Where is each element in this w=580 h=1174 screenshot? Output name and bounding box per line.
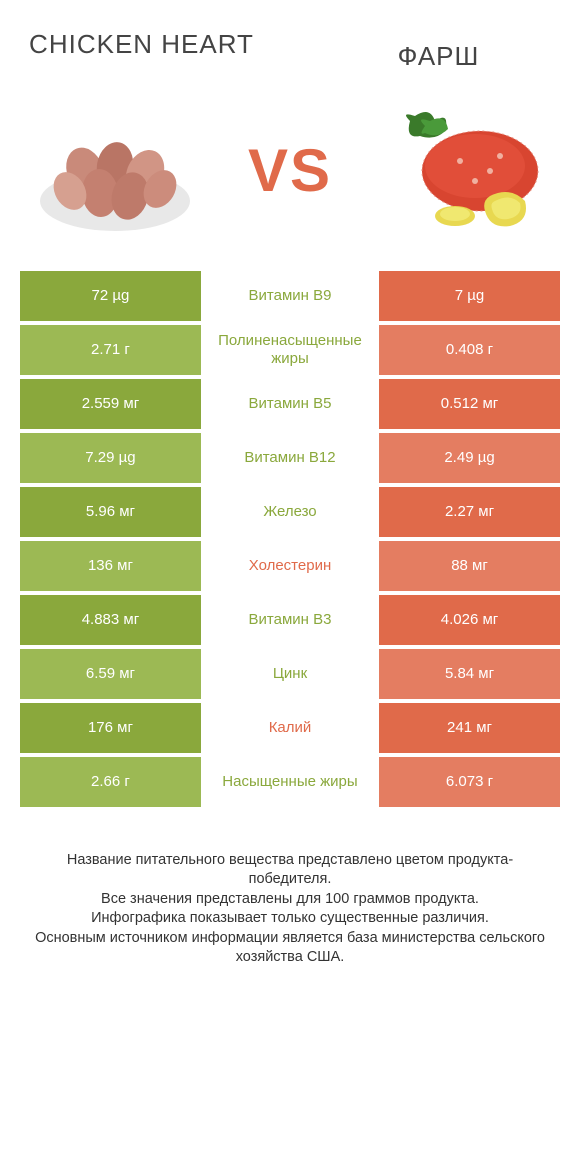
value-right: 5.84 мг: [379, 649, 560, 699]
comparison-table: 72 µgВитамин B97 µg2.71 гПолиненасыщенны…: [20, 271, 560, 811]
table-row: 5.96 мгЖелезо2.27 мг: [20, 487, 560, 541]
nutrient-label: Насыщенные жиры: [201, 757, 379, 807]
nutrient-label: Цинк: [201, 649, 379, 699]
nutrient-label: Витамин B5: [201, 379, 379, 429]
footer-text: Название питательного вещества представл…: [20, 851, 560, 968]
value-left: 72 µg: [20, 271, 201, 321]
nutrient-label: Железо: [201, 487, 379, 537]
value-right: 0.408 г: [379, 325, 560, 375]
nutrient-label: Калий: [201, 703, 379, 753]
value-left: 2.66 г: [20, 757, 201, 807]
table-row: 2.559 мгВитамин B50.512 мг: [20, 379, 560, 433]
value-right: 6.073 г: [379, 757, 560, 807]
value-left: 136 мг: [20, 541, 201, 591]
value-left: 2.559 мг: [20, 379, 201, 429]
value-right: 2.27 мг: [379, 487, 560, 537]
table-row: 176 мгКалий241 мг: [20, 703, 560, 757]
vs-row: VS: [20, 101, 560, 241]
table-row: 2.66 гНасыщенные жиры6.073 г: [20, 757, 560, 811]
nutrient-label: Витамин B3: [201, 595, 379, 645]
table-row: 2.71 гПолиненасыщенные жиры0.408 г: [20, 325, 560, 379]
nutrient-label: Витамин B12: [201, 433, 379, 483]
value-left: 6.59 мг: [20, 649, 201, 699]
value-left: 176 мг: [20, 703, 201, 753]
vs-label: VS: [248, 136, 332, 205]
title-right: ФАРШ: [317, 30, 560, 71]
nutrient-label: Холестерин: [201, 541, 379, 591]
value-left: 2.71 г: [20, 325, 201, 375]
value-left: 7.29 µg: [20, 433, 201, 483]
value-left: 5.96 мг: [20, 487, 201, 537]
titles-row: CHICKEN HEART ФАРШ: [20, 30, 560, 71]
value-right: 4.026 мг: [379, 595, 560, 645]
value-right: 0.512 мг: [379, 379, 560, 429]
table-row: 72 µgВитамин B97 µg: [20, 271, 560, 325]
value-right: 88 мг: [379, 541, 560, 591]
food-image-right: [380, 101, 550, 241]
nutrient-label: Полиненасыщенные жиры: [201, 325, 379, 375]
title-left: CHICKEN HEART: [20, 30, 263, 59]
value-left: 4.883 мг: [20, 595, 201, 645]
nutrient-label: Витамин B9: [201, 271, 379, 321]
table-row: 6.59 мгЦинк5.84 мг: [20, 649, 560, 703]
food-image-left: [30, 101, 200, 241]
table-row: 4.883 мгВитамин B34.026 мг: [20, 595, 560, 649]
value-right: 241 мг: [379, 703, 560, 753]
value-right: 7 µg: [379, 271, 560, 321]
table-row: 136 мгХолестерин88 мг: [20, 541, 560, 595]
table-row: 7.29 µgВитамин B122.49 µg: [20, 433, 560, 487]
value-right: 2.49 µg: [379, 433, 560, 483]
